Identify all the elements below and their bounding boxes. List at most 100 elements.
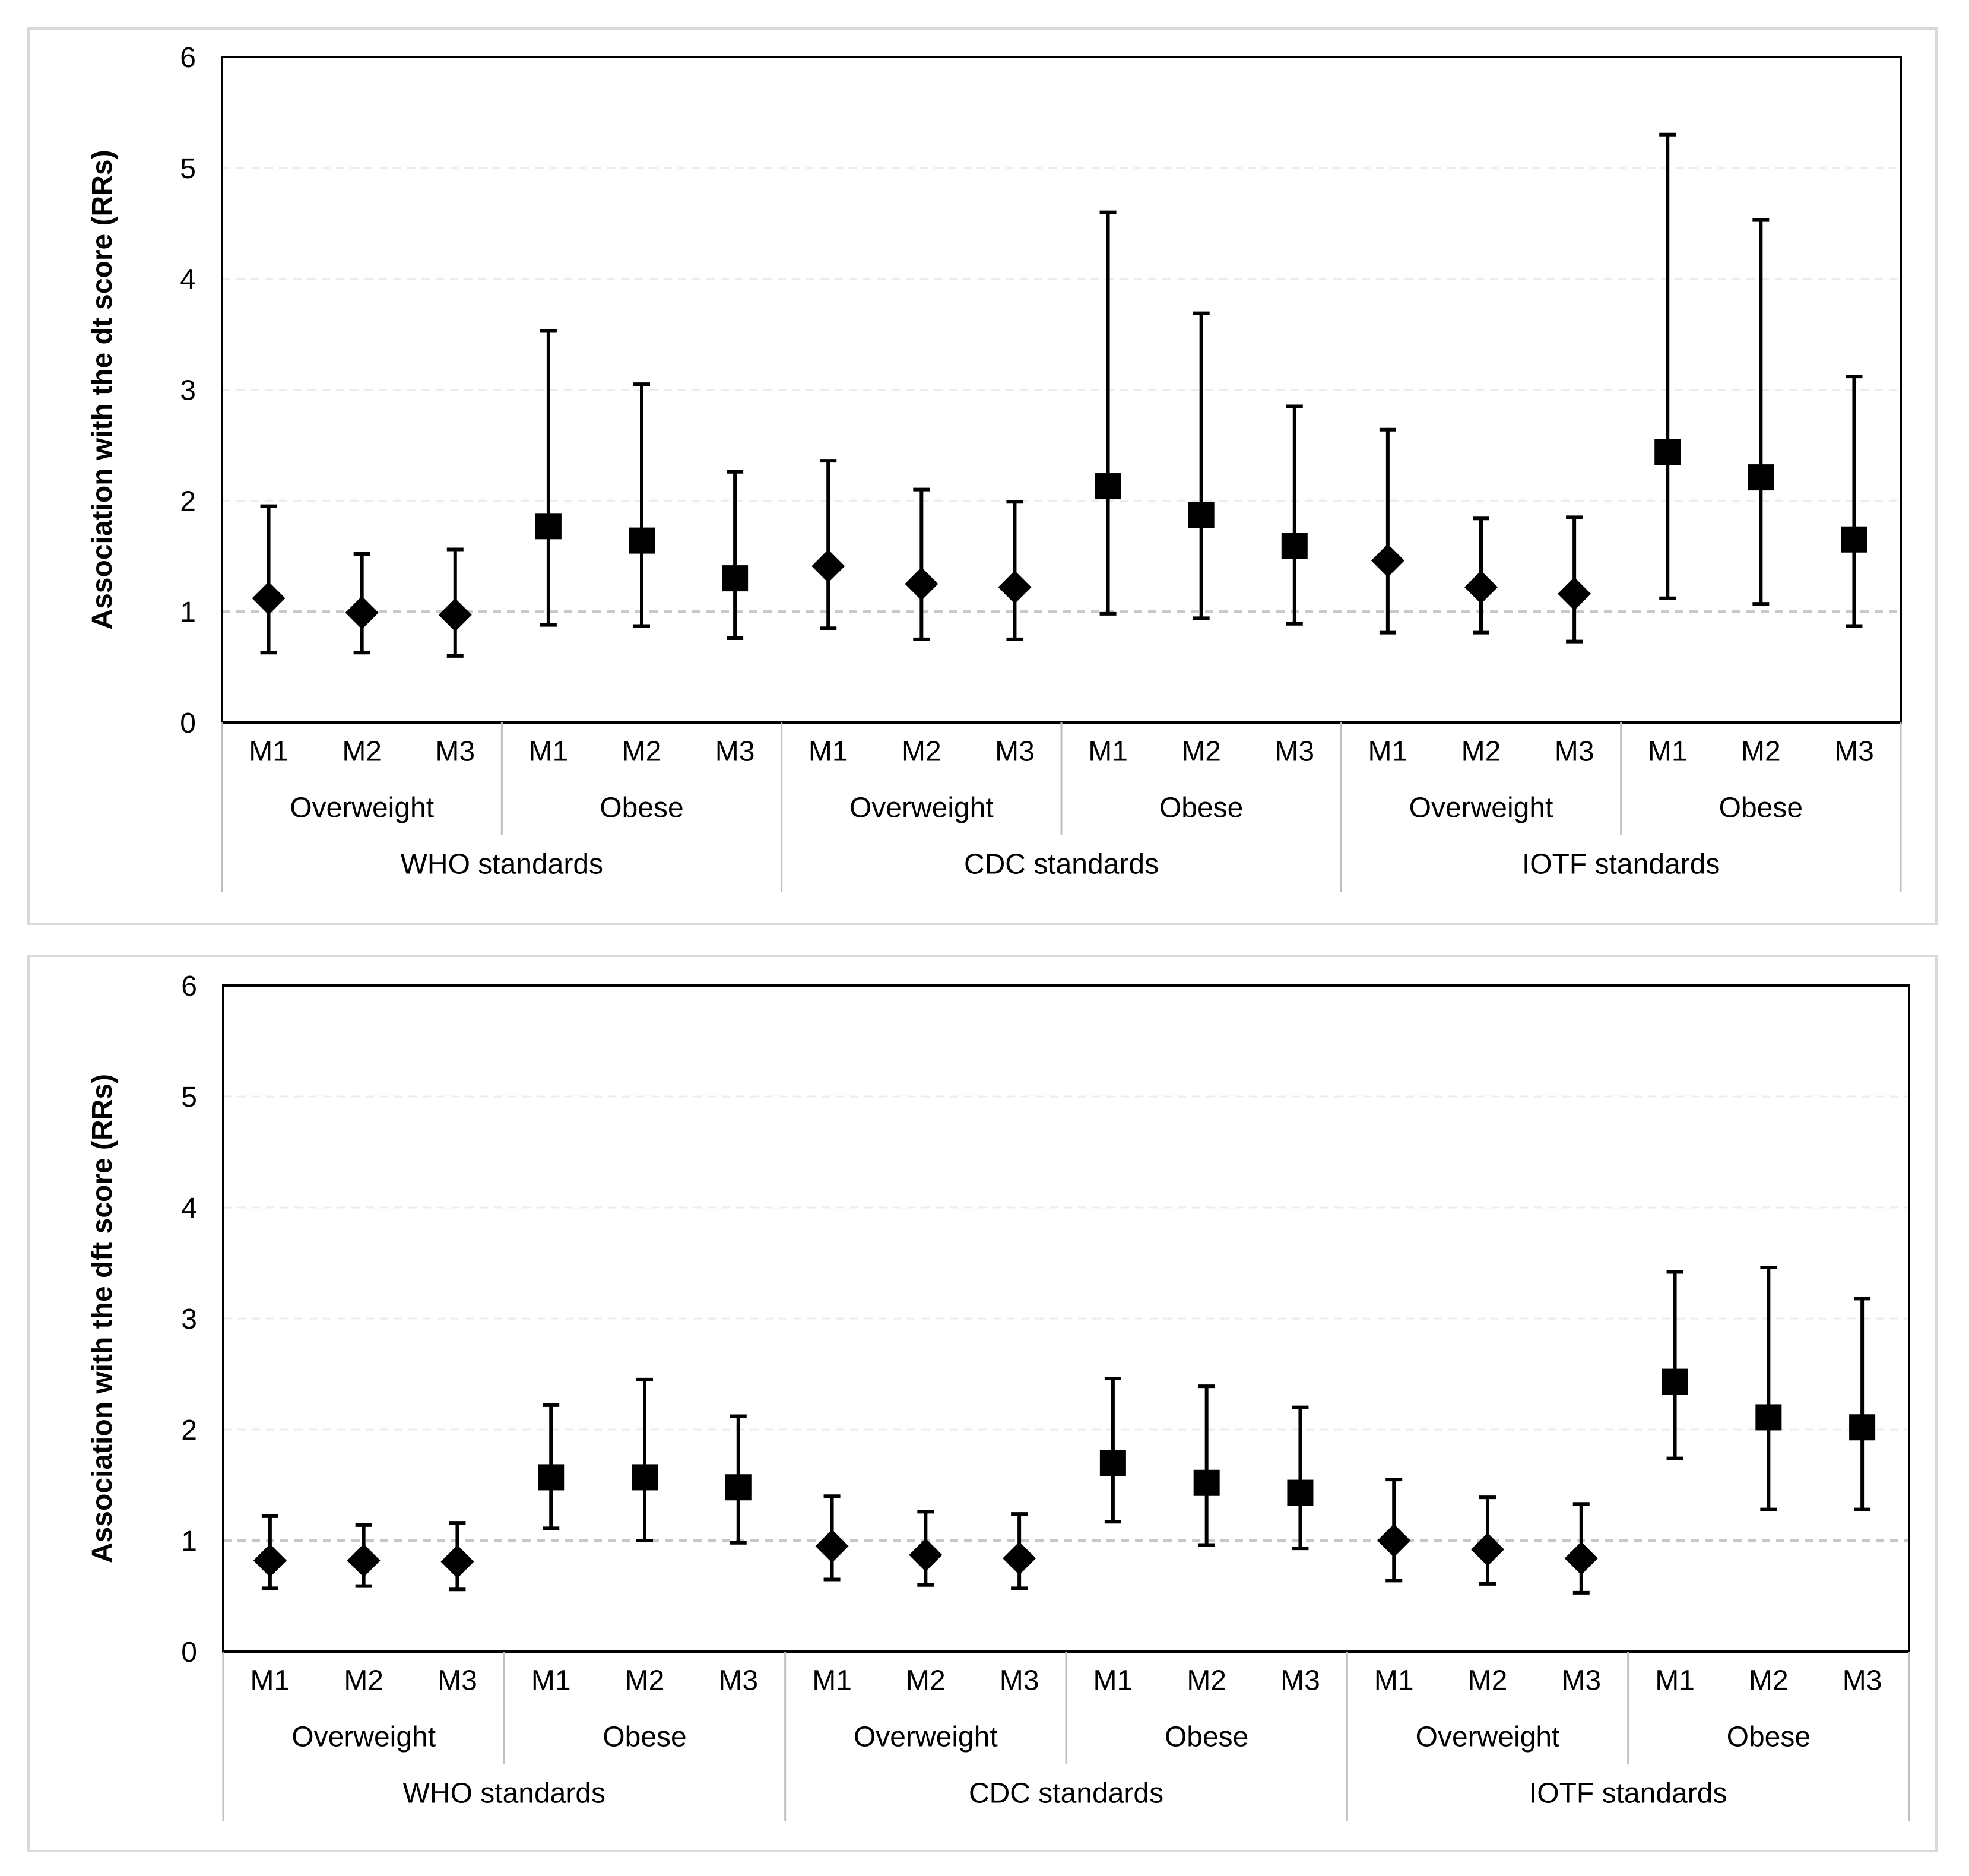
point-marker-diamond [815,1529,849,1563]
chart-panel-dt: 0 1 2 3 4 5 6 Association with the dt score (RR… [27,27,1938,925]
point-marker-square [725,1474,752,1501]
point-marker-diamond [252,581,286,615]
y-axis-label: Association with the dt score (RRs) [87,150,118,629]
x-model-label: M3 [437,1665,477,1697]
x-model-label: M1 [529,736,569,768]
y-tick-label: 5 [181,1082,197,1113]
x-model-label: M1 [531,1665,571,1697]
x-model-label: M2 [344,1665,383,1697]
point-marker-diamond [811,549,845,583]
y-tick-label: 3 [181,1304,197,1335]
x-category-label: Obese [1159,793,1243,824]
x-category-label: Overweight [1416,1722,1560,1753]
x-model-label: M2 [906,1665,946,1697]
x-model-label: M3 [435,736,475,768]
y-tick-label: 5 [180,153,196,185]
x-model-label: M1 [1648,736,1688,768]
x-model-label: M3 [1000,1665,1039,1697]
point-marker-square [1849,1414,1876,1441]
point-marker-square [1099,1450,1126,1476]
point-marker-square [1662,1368,1688,1395]
chart-dft-score: 0 1 2 3 4 5 6 Association with the dft score (R… [87,971,1910,1821]
point-marker-diamond [1371,544,1404,578]
y-tick-label: 0 [180,708,196,739]
y-tick-label: 4 [181,1193,197,1224]
x-model-label: M2 [1468,1665,1508,1697]
x-category-label: Overweight [849,793,994,824]
x-model-label: M2 [1461,736,1501,768]
x-group-label: WHO standards [403,1778,605,1810]
x-model-label: M2 [342,736,382,768]
x-group-label: WHO standards [401,849,603,880]
y-tick-label: 2 [181,1415,197,1446]
x-model-label: M1 [1088,736,1128,768]
x-category-label: Obese [600,793,683,824]
x-group-label: CDC standards [964,849,1159,880]
y-tick-label: 1 [180,597,196,628]
x-model-label: M3 [1555,736,1594,768]
point-marker-diamond [909,1538,943,1572]
x-category-label: Overweight [290,793,434,824]
x-model-label: M1 [1368,736,1408,768]
x-model-label: M3 [1834,736,1874,768]
y-tick-label: 4 [180,264,196,296]
point-marker-square [535,513,562,540]
x-model-label: M1 [1374,1665,1414,1697]
x-category-label: Obese [1727,1722,1811,1753]
x-model-label: M2 [1741,736,1781,768]
x-model-label: M3 [1274,736,1314,768]
x-model-label: M2 [1749,1665,1789,1697]
point-marker-square [1654,439,1681,465]
y-tick-label: 0 [181,1637,197,1668]
x-category-label: Obese [1165,1722,1248,1753]
y-axis-label: Association with the dft score (RRs) [87,1074,118,1563]
point-marker-diamond [1564,1541,1598,1575]
x-model-label: M3 [715,736,755,768]
point-marker-square [632,1464,658,1491]
x-category-label: Obese [1719,793,1803,824]
point-marker-diamond [1464,571,1498,604]
x-category-label: Overweight [291,1722,436,1753]
x-model-label: M3 [1561,1665,1601,1697]
point-marker-diamond [1471,1532,1504,1566]
x-group-label: IOTF standards [1522,849,1720,880]
point-marker-square [538,1464,565,1491]
x-model-label: M3 [718,1665,758,1697]
point-marker-square [1748,464,1774,491]
point-marker-square [1095,473,1121,500]
point-marker-square [722,565,749,592]
x-group-label: IOTF standards [1529,1778,1727,1810]
point-marker-diamond [253,1544,287,1577]
point-marker-square [1841,526,1867,553]
x-model-label: M1 [812,1665,852,1697]
x-model-label: M2 [1181,736,1221,768]
chart-dt-score: 0 1 2 3 4 5 6 Association with the dt score (RR… [87,42,1902,892]
x-category-label: Overweight [1409,793,1553,824]
y-tick-label: 1 [181,1526,197,1557]
point-marker-diamond [345,596,379,630]
y-tick-label: 6 [180,42,196,74]
x-model-label: M2 [622,736,662,768]
point-marker-diamond [347,1544,381,1577]
y-tick-label: 2 [180,486,196,517]
point-marker-square [1193,1469,1220,1496]
x-model-label: M2 [902,736,941,768]
x-group-label: CDC standards [969,1778,1163,1810]
point-marker-square [629,527,655,554]
x-category-label: Overweight [854,1722,998,1753]
point-marker-diamond [438,598,472,632]
x-model-label: M2 [625,1665,665,1697]
x-model-label: M2 [1187,1665,1226,1697]
point-marker-diamond [1003,1541,1036,1575]
x-category-label: Obese [603,1722,686,1753]
point-marker-square [1281,533,1308,559]
x-model-label: M1 [808,736,848,768]
point-marker-diamond [905,567,938,601]
point-marker-diamond [440,1545,474,1579]
point-marker-square [1287,1479,1314,1506]
x-model-label: M1 [251,1665,290,1697]
x-model-label: M1 [1093,1665,1133,1697]
point-marker-diamond [998,571,1032,604]
x-model-label: M3 [1843,1665,1882,1697]
point-marker-diamond [1377,1524,1411,1557]
